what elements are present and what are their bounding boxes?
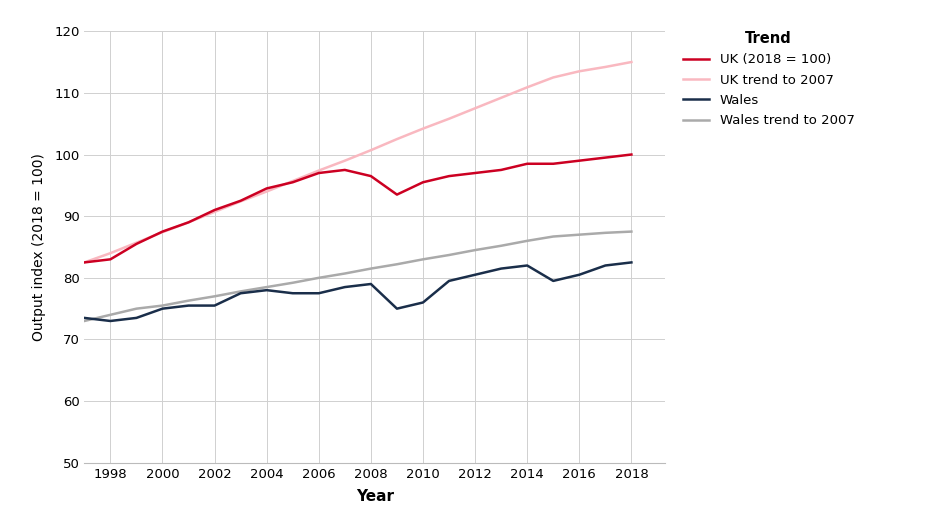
Wales trend to 2007	[443, 252, 454, 258]
Wales	[417, 300, 428, 306]
Wales	[313, 290, 324, 296]
UK trend to 2007	[547, 74, 558, 81]
Wales	[547, 278, 558, 284]
Line: UK trend to 2007: UK trend to 2007	[84, 62, 631, 263]
UK (2018 = 100)	[131, 241, 142, 247]
Wales trend to 2007	[105, 311, 116, 318]
UK (2018 = 100)	[443, 173, 454, 179]
UK (2018 = 100)	[261, 185, 272, 191]
Wales trend to 2007	[417, 256, 428, 263]
UK (2018 = 100)	[599, 154, 610, 161]
Wales trend to 2007	[521, 238, 533, 244]
Wales trend to 2007	[599, 230, 610, 236]
Wales trend to 2007	[573, 231, 584, 238]
UK (2018 = 100)	[547, 161, 558, 167]
Line: Wales: Wales	[84, 263, 631, 321]
UK (2018 = 100)	[313, 170, 324, 176]
Wales	[599, 263, 610, 269]
UK trend to 2007	[469, 105, 480, 111]
Wales trend to 2007	[547, 233, 558, 240]
Wales trend to 2007	[209, 293, 220, 300]
UK trend to 2007	[495, 95, 506, 101]
Wales	[521, 263, 533, 269]
Line: UK (2018 = 100): UK (2018 = 100)	[84, 154, 631, 263]
Line: Wales trend to 2007: Wales trend to 2007	[84, 231, 631, 321]
Wales trend to 2007	[286, 280, 298, 286]
Wales	[443, 278, 454, 284]
Wales trend to 2007	[391, 261, 402, 267]
UK (2018 = 100)	[521, 161, 533, 167]
UK (2018 = 100)	[183, 219, 194, 226]
UK (2018 = 100)	[339, 167, 350, 173]
UK trend to 2007	[521, 84, 533, 90]
Wales	[261, 287, 272, 293]
Wales	[286, 290, 298, 296]
Wales	[79, 315, 90, 321]
UK (2018 = 100)	[105, 256, 116, 263]
UK (2018 = 100)	[391, 191, 402, 198]
Wales	[183, 303, 194, 309]
X-axis label: Year: Year	[356, 489, 393, 504]
Wales trend to 2007	[183, 297, 194, 304]
Wales trend to 2007	[495, 243, 506, 249]
Wales	[495, 266, 506, 272]
UK (2018 = 100)	[235, 198, 246, 204]
Wales	[625, 259, 636, 266]
Wales trend to 2007	[235, 288, 246, 294]
Wales trend to 2007	[131, 306, 142, 312]
UK trend to 2007	[156, 229, 168, 236]
UK trend to 2007	[365, 147, 376, 153]
UK trend to 2007	[261, 188, 272, 194]
UK (2018 = 100)	[625, 151, 636, 158]
UK (2018 = 100)	[495, 167, 506, 173]
Legend: UK (2018 = 100), UK trend to 2007, Wales, Wales trend to 2007: UK (2018 = 100), UK trend to 2007, Wales…	[682, 31, 854, 127]
Wales	[339, 284, 350, 290]
UK trend to 2007	[625, 59, 636, 65]
Wales trend to 2007	[79, 318, 90, 324]
Wales trend to 2007	[313, 275, 324, 281]
UK trend to 2007	[79, 259, 90, 266]
Wales	[209, 303, 220, 309]
UK (2018 = 100)	[573, 158, 584, 164]
Wales trend to 2007	[156, 303, 168, 309]
Wales	[131, 315, 142, 321]
Wales trend to 2007	[339, 270, 350, 277]
UK trend to 2007	[131, 240, 142, 246]
UK (2018 = 100)	[286, 179, 298, 186]
Wales	[365, 281, 376, 287]
UK trend to 2007	[599, 64, 610, 70]
Wales	[469, 271, 480, 278]
Wales trend to 2007	[469, 247, 480, 253]
UK trend to 2007	[417, 125, 428, 132]
Y-axis label: Output index (2018 = 100): Output index (2018 = 100)	[32, 153, 46, 341]
UK trend to 2007	[313, 167, 324, 174]
Wales	[235, 290, 246, 296]
Wales trend to 2007	[261, 284, 272, 290]
UK (2018 = 100)	[417, 179, 428, 186]
UK trend to 2007	[573, 68, 584, 74]
UK trend to 2007	[339, 158, 350, 164]
UK (2018 = 100)	[79, 259, 90, 266]
UK trend to 2007	[183, 219, 194, 226]
Wales	[105, 318, 116, 324]
Wales	[156, 306, 168, 312]
Wales	[573, 271, 584, 278]
UK trend to 2007	[391, 136, 402, 142]
UK (2018 = 100)	[209, 207, 220, 213]
Wales trend to 2007	[625, 228, 636, 235]
UK (2018 = 100)	[156, 228, 168, 235]
Wales trend to 2007	[365, 266, 376, 272]
UK trend to 2007	[209, 209, 220, 215]
UK (2018 = 100)	[469, 170, 480, 176]
UK trend to 2007	[105, 250, 116, 256]
UK trend to 2007	[235, 198, 246, 204]
UK trend to 2007	[443, 115, 454, 122]
UK (2018 = 100)	[365, 173, 376, 179]
UK trend to 2007	[286, 178, 298, 184]
Wales	[391, 306, 402, 312]
